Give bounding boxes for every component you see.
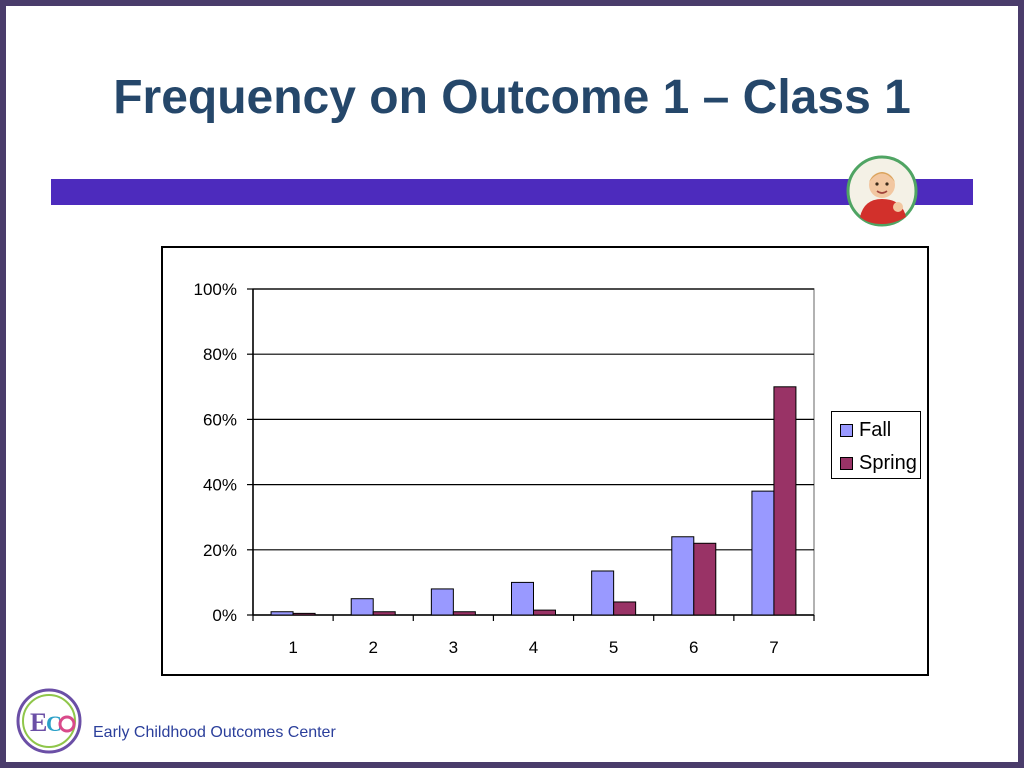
bar-fall-1 bbox=[270, 611, 294, 616]
bar-spring-3 bbox=[452, 611, 476, 616]
y-tick-label-5: 100% bbox=[194, 280, 237, 299]
bar-spring-2 bbox=[372, 611, 396, 616]
x-tick-label-5: 5 bbox=[609, 638, 618, 657]
bar-fall-4 bbox=[511, 581, 534, 616]
footer-org-name: Early Childhood Outcomes Center bbox=[93, 724, 336, 741]
x-tick-label-2: 2 bbox=[368, 638, 377, 657]
bar-fall-5 bbox=[591, 570, 615, 616]
bar-fall-6 bbox=[671, 536, 695, 616]
x-tick-label-1: 1 bbox=[288, 638, 297, 657]
legend-label-fall: Fall bbox=[859, 419, 892, 441]
bar-spring-1 bbox=[292, 612, 316, 616]
page-title: Frequency on Outcome 1 – Class 1 bbox=[113, 71, 911, 124]
chart-legend: Fall Spring bbox=[831, 411, 921, 479]
legend-label-spring: Spring bbox=[859, 452, 917, 474]
bar-spring-5 bbox=[613, 601, 637, 616]
title-divider-bar bbox=[51, 179, 973, 205]
y-tick-label-1: 20% bbox=[203, 541, 237, 560]
bar-fall-7 bbox=[751, 490, 775, 616]
bar-spring-6 bbox=[693, 542, 717, 616]
bar-fall-3 bbox=[430, 588, 454, 616]
bar-spring-7 bbox=[773, 386, 797, 616]
svg-text:E: E bbox=[30, 708, 47, 737]
x-tick-label-3: 3 bbox=[449, 638, 458, 657]
bar-spring-4 bbox=[533, 609, 556, 616]
y-tick-label-2: 40% bbox=[203, 476, 237, 495]
legend-item-fall: Fall bbox=[840, 419, 891, 442]
legend-item-spring: Spring bbox=[840, 452, 917, 475]
x-tick-label-6: 6 bbox=[689, 638, 698, 657]
svg-text:C: C bbox=[46, 711, 62, 736]
child-photo-icon bbox=[846, 155, 918, 227]
y-tick-label-0: 0% bbox=[212, 606, 237, 625]
y-tick-label-3: 60% bbox=[203, 410, 237, 429]
eco-logo-icon: E C bbox=[16, 688, 82, 754]
legend-swatch-fall bbox=[840, 424, 853, 437]
bar-chart: 0% 20% 40% 60% 80% 100% 1 2 3 4 5 6 7 Fall Spring bbox=[161, 246, 929, 676]
x-tick-label-4: 4 bbox=[529, 638, 538, 657]
y-tick-label-4: 80% bbox=[203, 345, 237, 364]
bar-fall-2 bbox=[350, 598, 374, 616]
legend-swatch-spring bbox=[840, 457, 853, 470]
x-tick-label-7: 7 bbox=[769, 638, 778, 657]
slide: Frequency on Outcome 1 – Class 1 0% 20% 40… bbox=[6, 6, 1018, 762]
chart-plot-area: 0% 20% 40% 60% 80% 100% 1 2 3 4 5 6 7 bbox=[194, 280, 815, 657]
plot-frame bbox=[252, 288, 815, 616]
